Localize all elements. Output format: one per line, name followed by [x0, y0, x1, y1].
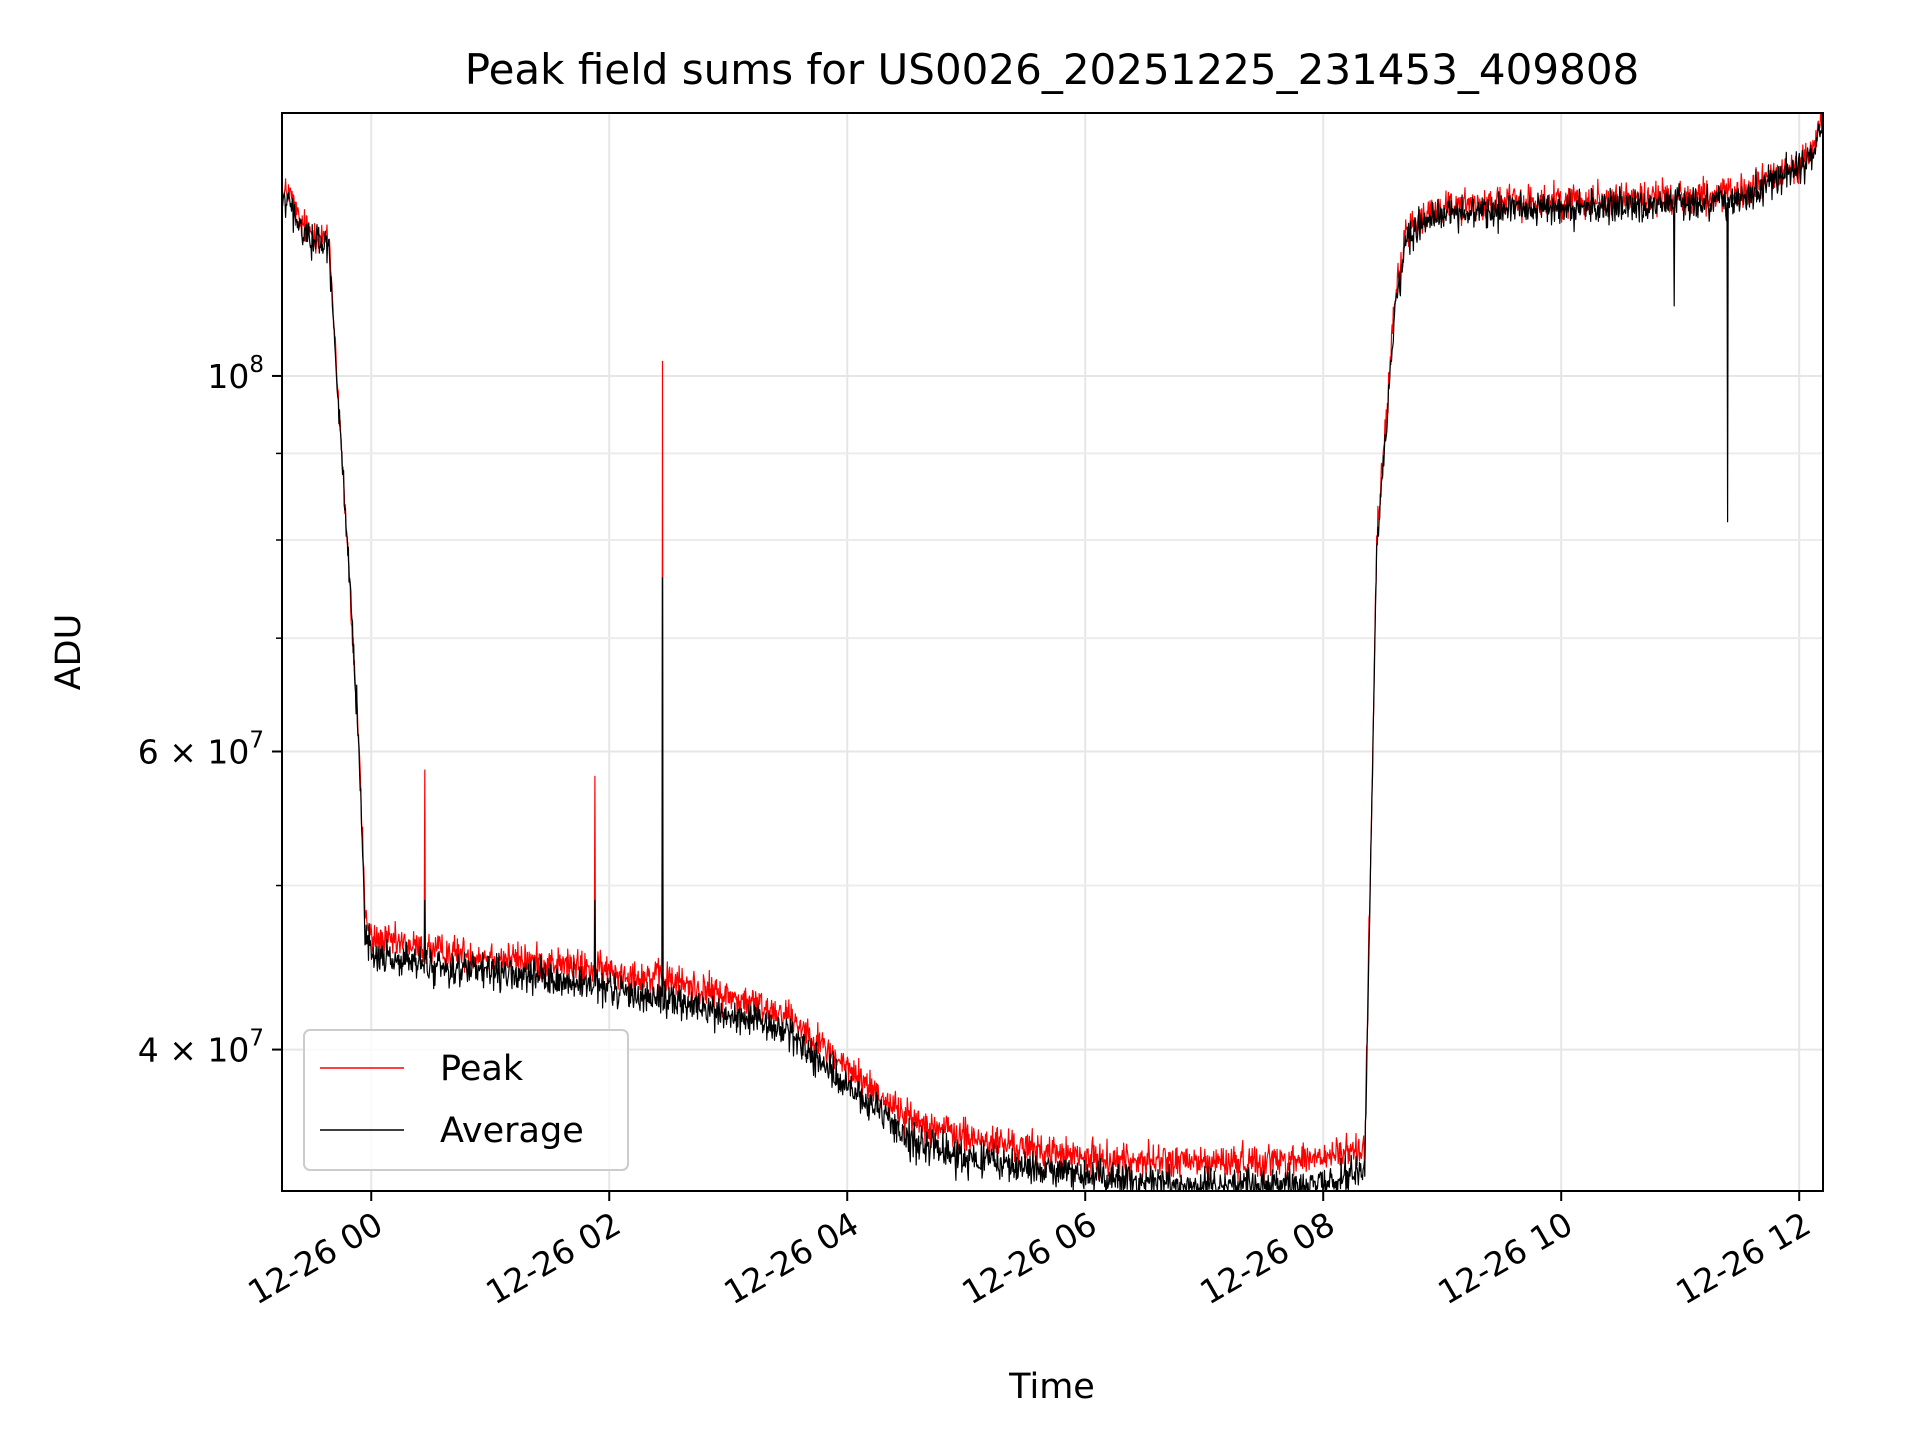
y-axis: 108 6 × 107 4 × 107: [138, 352, 282, 1070]
chart-title: Peak field sums for US0026_20251225_2314…: [465, 45, 1640, 94]
x-axis-label: Time: [1008, 1367, 1095, 1407]
legend-label-average: Average: [440, 1111, 584, 1151]
legend-label-peak: Peak: [440, 1049, 524, 1089]
series-layer: [281, 112, 1824, 1192]
legend: Peak Average: [303, 1029, 629, 1171]
plot-frame: [281, 112, 1824, 1192]
legend-box: [303, 1029, 629, 1171]
y-tick-label: 108: [207, 352, 264, 396]
y-axis-label: ADU: [49, 614, 89, 691]
series-line-average: [281, 112, 1824, 1192]
y-tick-label: 4 × 107: [138, 1026, 264, 1070]
grid: [282, 113, 1823, 1191]
y-tick-label: 6 × 107: [138, 727, 264, 771]
series-line-peak: [281, 112, 1824, 1184]
